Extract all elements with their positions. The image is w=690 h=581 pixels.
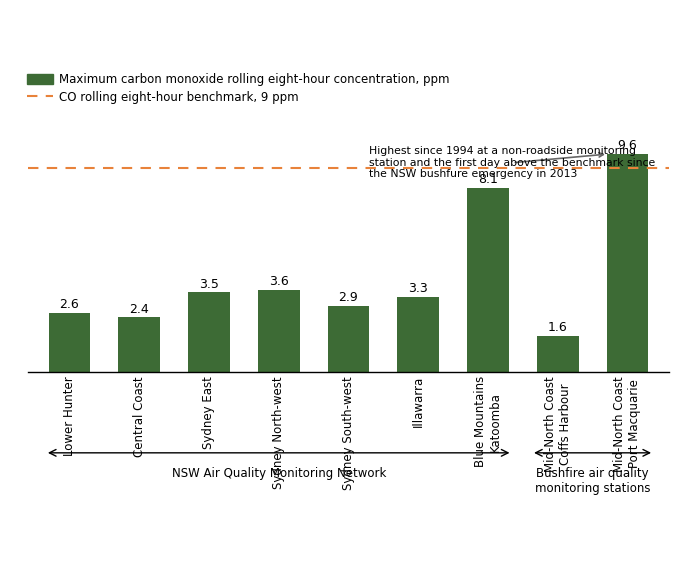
- Bar: [537, 336, 579, 372]
- Text: NSW Air Quality Monitoring Network: NSW Air Quality Monitoring Network: [172, 467, 386, 480]
- Text: 3.6: 3.6: [269, 275, 288, 288]
- Bar: [397, 297, 439, 372]
- Bar: [328, 306, 369, 372]
- Text: 2.4: 2.4: [129, 303, 149, 315]
- Text: Bushfire air quality
monitoring stations: Bushfire air quality monitoring stations: [535, 467, 651, 495]
- Text: 2.6: 2.6: [59, 298, 79, 311]
- Bar: [258, 290, 299, 372]
- Text: 2.9: 2.9: [339, 291, 358, 304]
- Bar: [48, 313, 90, 372]
- Bar: [607, 154, 649, 372]
- Bar: [467, 188, 509, 372]
- Text: 8.1: 8.1: [478, 173, 498, 187]
- Text: 9.6: 9.6: [618, 139, 638, 152]
- Text: Highest since 1994 at a non-roadside monitoring
station and the first day above : Highest since 1994 at a non-roadside mon…: [369, 146, 656, 180]
- Text: 1.6: 1.6: [548, 321, 568, 333]
- Bar: [118, 317, 160, 372]
- Legend: Maximum carbon monoxide rolling eight-hour concentration, ppm, CO rolling eight-: Maximum carbon monoxide rolling eight-ho…: [27, 73, 449, 103]
- Text: 3.3: 3.3: [408, 282, 428, 295]
- Text: 3.5: 3.5: [199, 278, 219, 290]
- Bar: [188, 292, 230, 372]
